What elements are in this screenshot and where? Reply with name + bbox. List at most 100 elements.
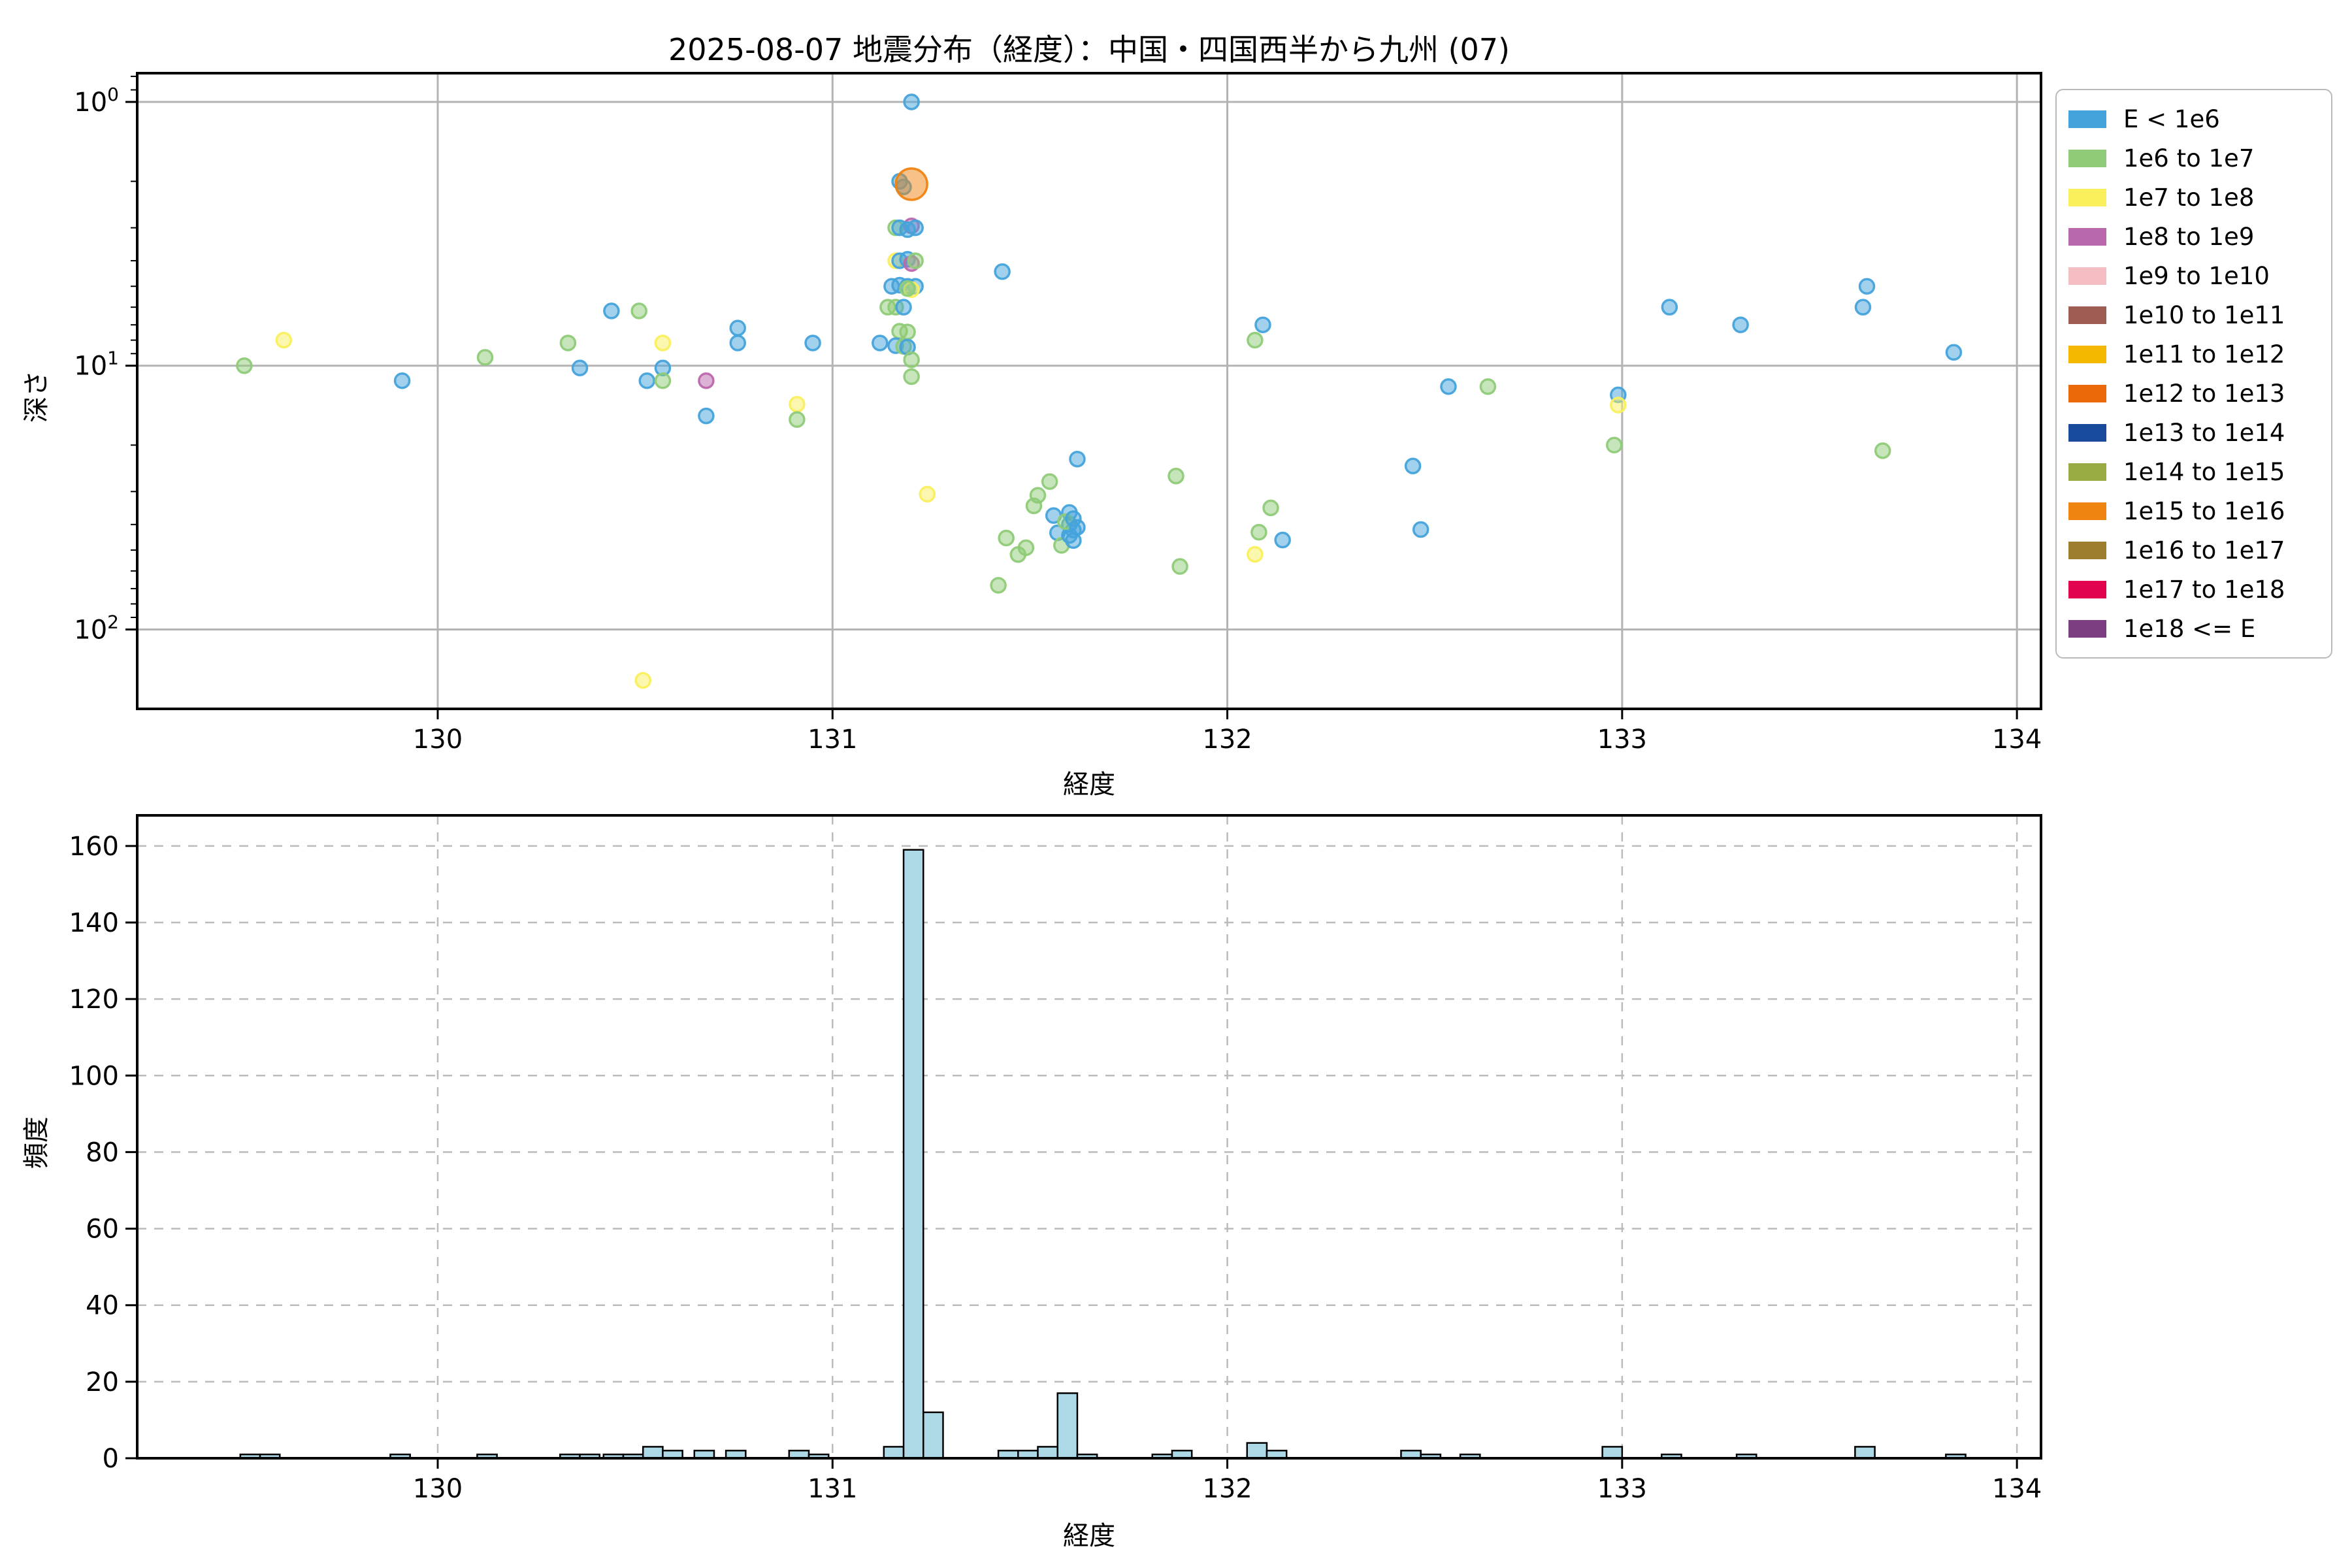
legend-swatch-icon — [2068, 267, 2106, 285]
legend-swatch-icon — [2068, 110, 2106, 128]
scatter-point — [990, 577, 1007, 594]
legend-label: 1e16 to 1e17 — [2123, 536, 2285, 564]
hist-ytick-label: 60 — [86, 1215, 119, 1245]
legend-item: 1e14 to 1e15 — [2063, 452, 2325, 491]
scatter-point — [1017, 539, 1035, 557]
histogram-bar — [1056, 1392, 1079, 1460]
scatter-point — [1041, 473, 1058, 490]
scatter-point — [1606, 436, 1623, 454]
scatter-point — [236, 357, 253, 374]
histogram-bar — [923, 1411, 944, 1460]
legend-label: E < 1e6 — [2123, 105, 2220, 133]
legend-label: 1e11 to 1e12 — [2123, 340, 2285, 368]
hist-xtick-label: 134 — [1992, 1474, 2042, 1504]
legend-swatch-icon — [2068, 306, 2106, 324]
legend-swatch-icon — [2068, 541, 2106, 559]
legend-swatch-icon — [2068, 227, 2106, 246]
scatter-point — [1029, 487, 1047, 504]
scatter-point — [603, 302, 620, 319]
scatter-xlabel: 経度 — [1063, 770, 1115, 800]
scatter-point — [638, 372, 656, 389]
scatter-point — [907, 252, 924, 269]
hist-ytick-label: 80 — [86, 1137, 119, 1168]
legend-label: 1e8 to 1e9 — [2123, 222, 2255, 251]
scatter-point — [1854, 299, 1872, 316]
scatter-point — [729, 335, 746, 351]
hist-xlabel: 経度 — [1063, 1521, 1115, 1551]
scatter-ytick-label: 101 — [74, 347, 119, 382]
scatter-point — [559, 335, 577, 351]
scatter-point — [1250, 523, 1267, 541]
scatter-point — [1171, 558, 1188, 575]
scatter-point — [998, 529, 1015, 547]
legend-item: 1e8 to 1e9 — [2063, 217, 2325, 256]
legend-swatch-icon — [2068, 188, 2106, 206]
legend-item: 1e11 to 1e12 — [2063, 335, 2325, 374]
legend-label: 1e10 to 1e11 — [2123, 301, 2285, 329]
scatter-ytick-label: 100 — [74, 84, 119, 118]
scatter-point — [804, 335, 821, 351]
legend-swatch-icon — [2068, 149, 2106, 167]
legend-item: 1e10 to 1e11 — [2063, 295, 2325, 335]
scatter-point — [1247, 331, 1264, 349]
scatter-point — [919, 485, 936, 503]
scatter-point — [907, 219, 924, 237]
scatter-point — [899, 323, 916, 340]
scatter-ylabel: 深さ — [22, 370, 52, 423]
scatter-point — [1479, 378, 1497, 395]
scatter-point — [1945, 344, 1963, 361]
scatter-xtick-label: 131 — [808, 725, 857, 755]
scatter-point — [571, 359, 589, 376]
hist-xtick-label: 133 — [1597, 1474, 1647, 1504]
histogram-bar — [1037, 1446, 1058, 1460]
legend-swatch-icon — [2068, 502, 2106, 520]
scatter-xtick-label: 132 — [1202, 725, 1252, 755]
scatter-point — [275, 331, 293, 349]
legend-swatch-icon — [2068, 384, 2106, 402]
legend-label: 1e7 to 1e8 — [2123, 183, 2255, 212]
scatter-point — [654, 372, 672, 389]
scatter-point — [1069, 450, 1086, 468]
hist-ytick-label: 160 — [69, 832, 119, 862]
scatter-point — [1874, 442, 1891, 459]
scatter-point — [895, 299, 912, 316]
scatter-point — [903, 368, 920, 385]
scatter-point — [698, 407, 715, 425]
scatter-point — [903, 351, 920, 368]
legend: E < 1e6 1e6 to 1e7 1e7 to 1e8 1e8 to 1e9 1e9… — [2055, 89, 2332, 659]
scatter-point — [789, 395, 806, 413]
scatter-point — [903, 93, 920, 110]
legend-swatch-icon — [2068, 423, 2106, 442]
scatter-point — [654, 335, 672, 351]
histogram-bar — [902, 849, 924, 1460]
hist-xtick-label: 131 — [808, 1474, 857, 1504]
scatter-point — [698, 372, 715, 389]
scatter-point — [1168, 467, 1184, 485]
hist-frame — [136, 814, 2042, 1460]
hist-ytick-label: 120 — [69, 985, 119, 1015]
scatter-point — [789, 411, 806, 428]
hist-ytick-label: 100 — [69, 1061, 119, 1091]
scatter-point — [1610, 397, 1627, 414]
scatter-point — [1440, 378, 1457, 395]
scatter-point — [630, 302, 647, 319]
scatter-frame — [136, 72, 2042, 710]
scatter-point — [1404, 457, 1422, 474]
legend-item: 1e15 to 1e16 — [2063, 491, 2325, 531]
scatter-point — [894, 167, 928, 201]
scatter-point — [899, 280, 916, 297]
scatter-point — [1412, 521, 1429, 538]
scatter-point — [634, 672, 651, 689]
hist-xtick-label: 132 — [1202, 1474, 1252, 1504]
legend-swatch-icon — [2068, 619, 2106, 638]
legend-item: E < 1e6 — [2063, 99, 2325, 139]
scatter-point — [476, 349, 494, 366]
histogram-bar — [642, 1446, 664, 1460]
legend-item: 1e13 to 1e14 — [2063, 413, 2325, 452]
scatter-point — [1262, 499, 1279, 517]
legend-label: 1e14 to 1e15 — [2123, 457, 2285, 486]
scatter-xtick-label: 130 — [413, 725, 463, 755]
legend-item: 1e6 to 1e7 — [2063, 139, 2325, 178]
scatter-point — [1274, 531, 1291, 549]
